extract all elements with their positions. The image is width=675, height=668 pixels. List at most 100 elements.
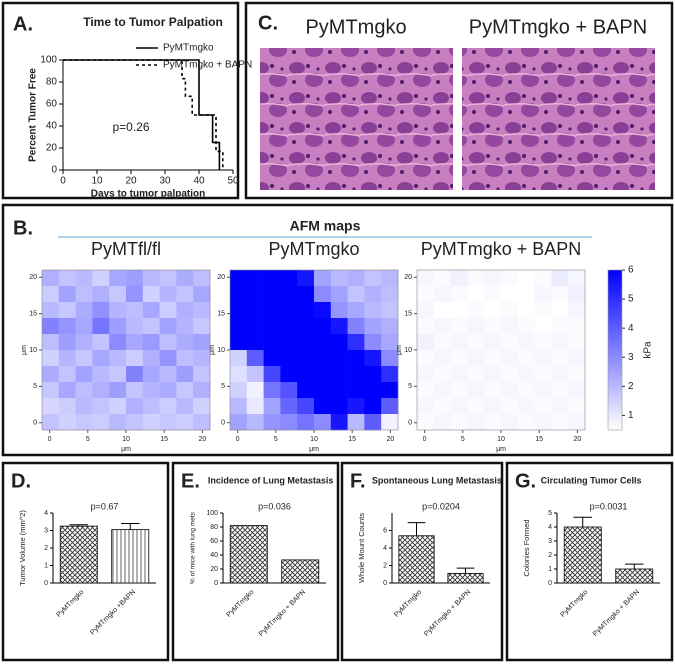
heat-cell [193, 334, 211, 351]
heat-cell [159, 318, 177, 335]
y-axis-label: μm [209, 345, 216, 355]
bar [111, 529, 150, 584]
y-axis-label: μm [21, 345, 28, 355]
heat-cell [92, 366, 110, 383]
heat-cell [551, 366, 569, 383]
annotation: p=0.0031 [590, 501, 628, 511]
panel-letter: E. [181, 470, 200, 492]
heat-cell [109, 286, 127, 303]
heat-cell [246, 398, 264, 415]
y-tick-label: 5 [548, 510, 552, 517]
heat-cell [92, 398, 110, 415]
heat-cell [246, 366, 264, 383]
heat-cell [551, 302, 569, 319]
chart-title: Incidence of Lung Metastasis [208, 475, 334, 485]
colorbar-tick-label: 6 [628, 265, 634, 276]
heat-cell [42, 270, 60, 287]
heat-cell [297, 334, 315, 351]
heat-cell [42, 318, 60, 335]
x-tick-label: PyMTmgko +BAPN [89, 589, 137, 637]
heat-cell [142, 286, 160, 303]
heat-cell [433, 318, 451, 335]
heat-cell [297, 350, 315, 367]
heat-cell [364, 318, 382, 335]
panel-letter: A. [13, 13, 33, 35]
heat-cell [501, 286, 519, 303]
x-tick-label: 10 [497, 436, 505, 443]
heat-cell [314, 350, 332, 367]
heat-cell [364, 270, 382, 287]
heat-cell [42, 334, 60, 351]
heat-cell [193, 382, 211, 399]
heat-cell [467, 414, 485, 431]
heat-cell [263, 286, 281, 303]
legend-label: PyMTmgko + BAPN [163, 60, 252, 71]
heat-cell [75, 382, 93, 399]
heat-cell [330, 414, 348, 431]
heat-cell [142, 302, 160, 319]
panel-a-frame [1, 1, 240, 200]
heat-cell [159, 302, 177, 319]
heat-cell [484, 350, 502, 367]
heat-cell [230, 302, 248, 319]
heat-cell [314, 414, 332, 431]
heat-cell [314, 398, 332, 415]
heat-cell [109, 366, 127, 383]
heat-cell [109, 334, 127, 351]
heat-cell [501, 334, 519, 351]
heat-cell [126, 414, 144, 431]
y-tick-label: 0 [44, 580, 48, 587]
heat-cell [381, 398, 399, 415]
heat-cell [280, 302, 298, 319]
heat-cell [417, 414, 435, 431]
heat-cell [109, 318, 127, 335]
heat-cell [142, 318, 160, 335]
x-tick-label: 50 [227, 176, 239, 187]
heat-cell [193, 302, 211, 319]
y-tick-label: 0 [51, 165, 57, 176]
heat-cell [246, 318, 264, 335]
heat-cell [280, 318, 298, 335]
heat-cell [159, 286, 177, 303]
y-tick-label: 1 [44, 562, 48, 569]
heat-cell [381, 286, 399, 303]
heat-cell [364, 398, 382, 415]
heat-cell [126, 398, 144, 415]
heat-cell [364, 334, 382, 351]
heat-cell [230, 398, 248, 415]
heat-cell [417, 286, 435, 303]
heat-cell [450, 302, 468, 319]
heat-cell [551, 414, 569, 431]
heat-cell [263, 318, 281, 335]
x-tick-label: 5 [274, 436, 278, 443]
heat-cell [42, 366, 60, 383]
heat-cell [517, 286, 535, 303]
heat-cell [551, 350, 569, 367]
y-tick-label: 60 [210, 538, 218, 545]
heat-cell [263, 350, 281, 367]
heat-cell [297, 366, 315, 383]
heat-cell [347, 318, 365, 335]
heat-cell [297, 318, 315, 335]
heat-cell [126, 366, 144, 383]
y-tick-label: 4 [548, 524, 552, 531]
heat-cell [417, 366, 435, 383]
heat-cell [176, 302, 194, 319]
panel-letter: D. [11, 470, 31, 492]
colorbar-tick-label: 5 [628, 294, 634, 305]
heat-cell [159, 414, 177, 431]
heat-cell [75, 270, 93, 287]
y-tick-label: 20 [210, 566, 218, 573]
heat-cell [347, 366, 365, 383]
heat-cell [484, 398, 502, 415]
heat-cell [297, 286, 315, 303]
heat-cell [176, 270, 194, 287]
bar [615, 568, 654, 584]
heat-cell [551, 398, 569, 415]
x-axis-label: μm [121, 446, 131, 453]
heat-cell [109, 414, 127, 431]
y-tick-label: 40 [210, 552, 218, 559]
x-tick-label: 10 [310, 436, 318, 443]
heat-cell [75, 318, 93, 335]
